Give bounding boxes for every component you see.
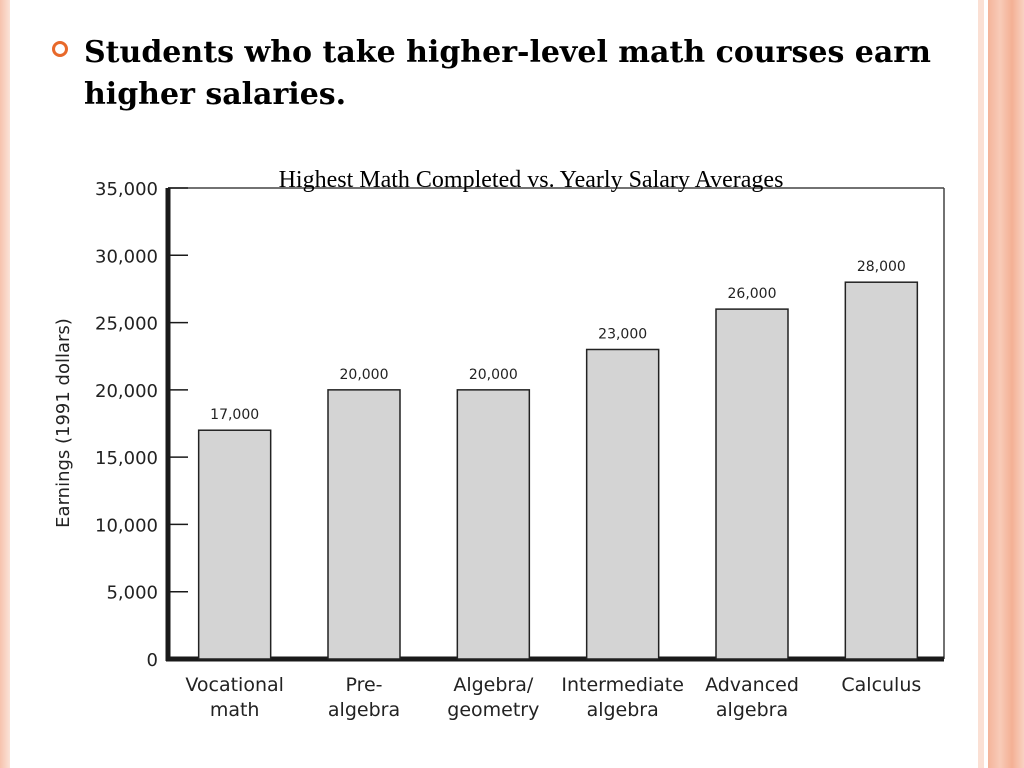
x-tick-label: math bbox=[210, 699, 260, 721]
data-label: 28,000 bbox=[857, 259, 906, 275]
bar bbox=[327, 389, 401, 660]
bar bbox=[456, 389, 531, 660]
slide-bullet-text: Students who take higher-level math cour… bbox=[84, 35, 931, 112]
y-tick-label: 0 bbox=[147, 650, 158, 671]
data-label: 17,000 bbox=[210, 407, 259, 423]
x-tick-label: geometry bbox=[447, 699, 539, 721]
x-tick-label: Algebra/ bbox=[453, 674, 534, 696]
x-tick-label: Vocational bbox=[185, 674, 284, 696]
bar bbox=[197, 429, 272, 660]
y-tick-label: 35,000 bbox=[95, 179, 158, 200]
bullet-circle-icon bbox=[52, 41, 68, 57]
x-tick-label: Advanced bbox=[705, 674, 799, 696]
y-tick-label: 20,000 bbox=[95, 381, 158, 402]
x-tick-label: Pre- bbox=[345, 674, 382, 696]
data-label: 20,000 bbox=[469, 367, 518, 383]
x-tick-label: algebra bbox=[716, 699, 788, 721]
x-tick-label: Calculus bbox=[841, 674, 921, 696]
x-tick-label: algebra bbox=[587, 699, 659, 721]
y-tick-label: 30,000 bbox=[95, 246, 158, 267]
right-decor-stripe bbox=[978, 0, 1024, 768]
bar bbox=[715, 308, 789, 660]
y-axis-label: Earnings (1991 dollars) bbox=[53, 318, 74, 528]
labels: 0 5,000 10,000 15,000 20,000 25,000 30,000 35,0… bbox=[95, 179, 921, 721]
left-decor-stripe bbox=[0, 0, 10, 768]
bars bbox=[197, 281, 919, 660]
y-tick-label: 10,000 bbox=[95, 515, 158, 536]
y-tick-label: 25,000 bbox=[95, 314, 158, 335]
bar bbox=[844, 281, 919, 660]
axes bbox=[165, 187, 945, 662]
y-tick-label: 5,000 bbox=[106, 583, 158, 604]
data-label: 23,000 bbox=[598, 326, 647, 342]
x-tick-label: Intermediate bbox=[561, 674, 684, 696]
y-tick-label: 15,000 bbox=[95, 448, 158, 469]
chart-title: Highest Math Completed vs. Yearly Salary… bbox=[279, 167, 784, 193]
data-label: 26,000 bbox=[728, 286, 777, 302]
x-tick-label: algebra bbox=[328, 699, 400, 721]
data-label: 20,000 bbox=[340, 367, 389, 383]
bar bbox=[585, 348, 660, 660]
